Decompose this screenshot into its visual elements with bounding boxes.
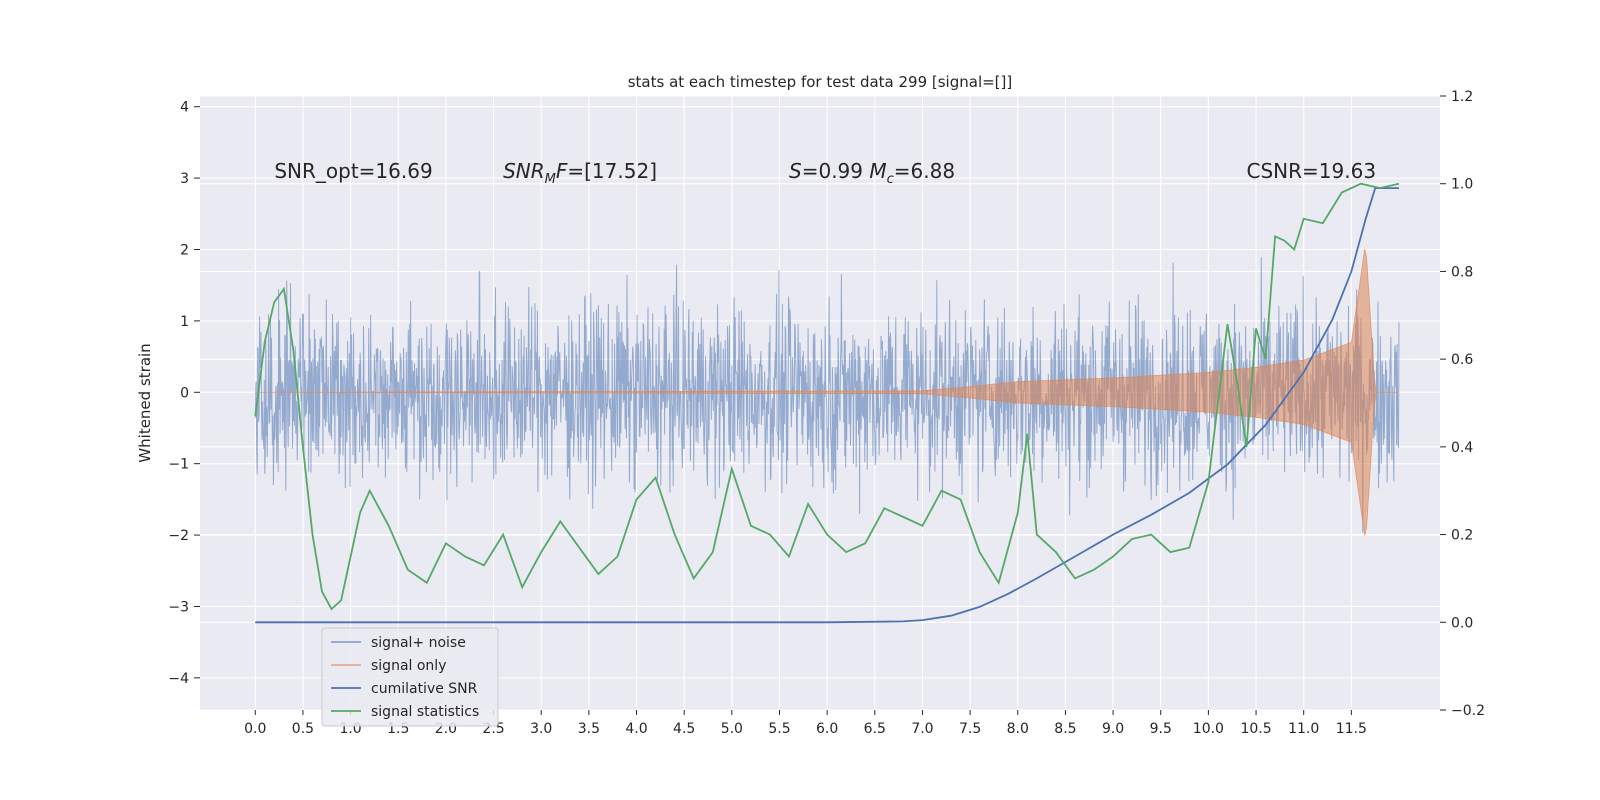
x-tick-label: 7.0 [911, 721, 933, 737]
y-tick-label: 2 [180, 243, 189, 259]
series-cumulative-snr [255, 187, 1399, 624]
x-tick-label: 8.5 [1054, 721, 1076, 737]
annotation-csnr: CSNR=19.63 [1247, 159, 1377, 183]
y2-tick-label: 1.2 [1451, 89, 1473, 105]
y-tick-label: −2 [168, 528, 189, 544]
y-tick-label: −4 [168, 671, 189, 687]
x-tick-label: 9.5 [1150, 721, 1172, 737]
x-tick-label: 3.0 [530, 721, 552, 737]
y-tick-label: −3 [168, 599, 189, 615]
y2-tick-label: 0.2 [1451, 528, 1473, 544]
x-tick-label: 8.0 [1007, 721, 1029, 737]
annotations: SNR_opt=16.69 SNRMF=[17.52] S=0.99 Mc=6.88… [274, 159, 1376, 187]
x-tick-label: 0.5 [292, 721, 314, 737]
y-tick-label: 0 [180, 385, 189, 401]
x-tick-label: 10.0 [1193, 721, 1224, 737]
legend: signal+ noise signal only cumilative SNR si… [321, 627, 499, 727]
data-layer [254, 182, 1400, 624]
legend-label: cumilative SNR [371, 681, 478, 697]
chart-title: stats at each timestep for test data 299… [628, 73, 1013, 91]
y2-tick-label: 1.0 [1451, 177, 1473, 193]
x-tick-label: 6.5 [864, 721, 886, 737]
legend-box [321, 627, 499, 727]
x-tick-label: 6.0 [816, 721, 838, 737]
y2-tick-label: 0.0 [1451, 615, 1473, 631]
y-tick-label: 1 [180, 314, 189, 330]
y-tick-label: −1 [168, 457, 189, 473]
series-signal-statistics [254, 182, 1400, 611]
y2-tick-label: −0.2 [1451, 703, 1485, 719]
series-signal-only [255, 248, 1399, 536]
x-tick-label: 7.5 [959, 721, 981, 737]
x-tick-label: 4.5 [673, 721, 695, 737]
x-tick-label: 5.5 [768, 721, 790, 737]
x-tick-label: 11.0 [1288, 721, 1319, 737]
x-tick-label: 4.0 [625, 721, 647, 737]
axes: 0.0 0.5 1.0 1.5 2.0 2.5 3.0 3.5 4.0 4.5 5.0 5.5 6.0 6… [168, 89, 1485, 737]
y-axis-label: Whitened strain [136, 343, 154, 462]
y2-tick-label: 0.4 [1451, 440, 1473, 456]
x-tick-label: 10.5 [1240, 721, 1271, 737]
legend-label: signal+ noise [371, 635, 466, 651]
y-tick-label: 3 [180, 171, 189, 187]
x-tick-label: 5.0 [721, 721, 743, 737]
legend-label: signal only [371, 658, 446, 674]
annotation-snr-opt: SNR_opt=16.69 [274, 159, 432, 183]
y2-tick-label: 0.6 [1451, 352, 1473, 368]
x-tick-label: 9.0 [1102, 721, 1124, 737]
y-tick-label: 4 [180, 100, 189, 116]
y2-tick-label: 0.8 [1451, 264, 1473, 280]
legend-label: signal statistics [371, 704, 479, 720]
x-tick-label: 3.5 [578, 721, 600, 737]
annotation-snr-mf: SNRMF=[17.52] [503, 159, 657, 187]
annotation-s-mc: S=0.99 Mc=6.88 [789, 159, 955, 187]
x-tick-label: 11.5 [1336, 721, 1367, 737]
x-tick-label: 0.0 [244, 721, 266, 737]
series-signal-noise [254, 256, 1400, 533]
